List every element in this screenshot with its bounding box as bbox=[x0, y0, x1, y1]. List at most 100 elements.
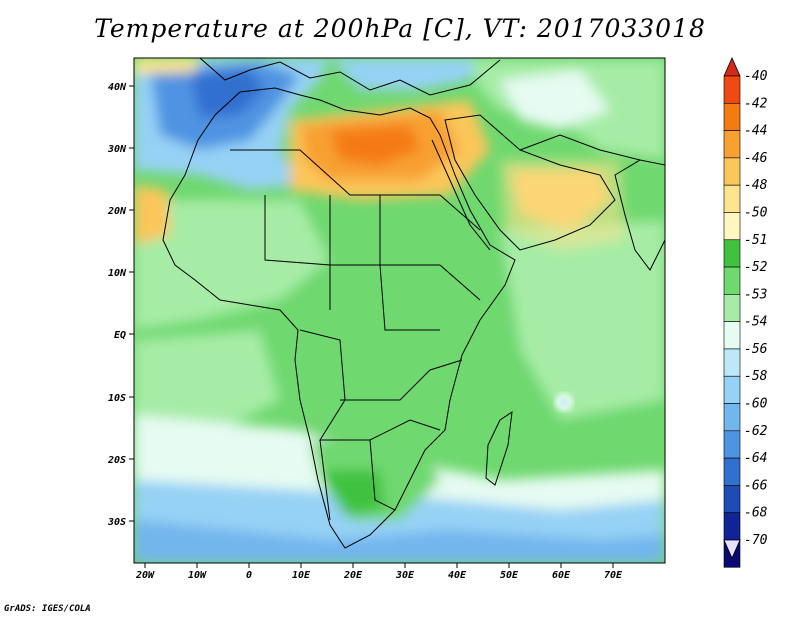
lat-tick: EQ bbox=[114, 330, 134, 341]
svg-text:40N: 40N bbox=[108, 82, 127, 93]
colorbar-swatch bbox=[723, 266, 741, 295]
svg-text:20S: 20S bbox=[107, 455, 126, 466]
coastlines bbox=[162, 58, 665, 549]
svg-text:70E: 70E bbox=[604, 570, 623, 581]
colorbar-label: -58 bbox=[744, 369, 768, 384]
arabia-pale bbox=[500, 160, 625, 250]
lon-tick: 50E bbox=[500, 563, 519, 581]
lon-tick: 10E bbox=[292, 563, 311, 581]
madagascar-outline bbox=[485, 410, 513, 486]
colorbar: -40 -42 -44 -46 -48 -50 -51 -52 -53 -54 -56 -58 -60 -… bbox=[723, 57, 768, 568]
country-border-7 bbox=[319, 439, 396, 521]
svg-text:40E: 40E bbox=[448, 570, 467, 581]
lon-tick: 40E bbox=[448, 563, 467, 581]
ne-pale-patch bbox=[500, 70, 610, 130]
chart-title: Temperature at 200hPa [C], VT: 201703301… bbox=[94, 14, 706, 43]
lon-tick: 70E bbox=[604, 563, 623, 581]
lon-axis: 20W 10W 0 10E 20E 30E 40E 50E 60E 70E bbox=[135, 563, 623, 581]
colorbar-label: -44 bbox=[744, 124, 767, 139]
country-border-2 bbox=[264, 195, 331, 310]
west-light-band bbox=[134, 330, 280, 430]
colorbar-label: -56 bbox=[744, 342, 768, 357]
lat-tick: 20N bbox=[107, 206, 134, 217]
colorbar-swatch bbox=[723, 294, 741, 322]
colorbar-label: -64 bbox=[744, 451, 767, 466]
africa-coastline bbox=[162, 87, 516, 549]
colorbar-swatch bbox=[723, 130, 741, 159]
lat-tick: 30N bbox=[107, 144, 134, 155]
country-border-6 bbox=[340, 359, 463, 401]
colorbar-label: -42 bbox=[744, 96, 768, 111]
lon-tick: 0 bbox=[246, 563, 252, 581]
colorbar-arrow-bottom bbox=[723, 539, 741, 559]
west-warm-patch bbox=[134, 185, 170, 245]
colorbar-label: -70 bbox=[744, 533, 768, 548]
red-sea-line bbox=[431, 139, 491, 251]
south-colder-belt bbox=[134, 520, 665, 563]
colorbar-swatch bbox=[723, 239, 741, 268]
east-light-band bbox=[500, 220, 665, 420]
colorbar-swatch bbox=[723, 321, 741, 350]
south-east-green bbox=[320, 470, 385, 515]
central-light-band bbox=[134, 200, 330, 330]
svg-text:EQ: EQ bbox=[114, 330, 126, 341]
lat-tick: 20S bbox=[107, 455, 134, 466]
svg-text:10W: 10W bbox=[188, 570, 207, 581]
colorbar-swatch bbox=[723, 157, 741, 186]
colorbar-swatch bbox=[723, 485, 741, 514]
colorbar-swatch bbox=[723, 348, 741, 377]
svg-text:20N: 20N bbox=[107, 206, 127, 217]
colorbar-swatch bbox=[723, 403, 741, 432]
country-border-1 bbox=[230, 149, 440, 196]
lon-tick: 20E bbox=[343, 563, 363, 581]
credit-text: GrADS: IGES/COLA bbox=[4, 604, 91, 614]
lon-tick: 60E bbox=[552, 563, 571, 581]
colorbar-swatch bbox=[723, 457, 741, 486]
colorbar-label: -66 bbox=[744, 478, 768, 493]
colorbar-swatch bbox=[723, 184, 741, 213]
lon-tick: 10W bbox=[188, 563, 207, 581]
svg-text:10E: 10E bbox=[292, 570, 311, 581]
country-border-3 bbox=[329, 195, 440, 266]
svg-text:60E: 60E bbox=[552, 570, 571, 581]
svg-text:10N: 10N bbox=[108, 268, 127, 279]
colorbar-swatch bbox=[723, 102, 741, 131]
svg-text:30S: 30S bbox=[107, 517, 126, 528]
colorbar-label: -50 bbox=[744, 205, 768, 220]
lat-axis: 40N 30N 20N 10N EQ 10S 20S 30S bbox=[107, 82, 134, 528]
colorbar-label: -62 bbox=[744, 424, 768, 439]
sahara-hot-core bbox=[330, 125, 420, 165]
colorbar-swatch bbox=[723, 512, 741, 541]
lat-tick: 10N bbox=[108, 268, 134, 279]
colorbar-label: -60 bbox=[744, 397, 768, 412]
svg-text:30N: 30N bbox=[107, 144, 127, 155]
colorbar-label: -40 bbox=[744, 69, 768, 84]
colorbar-arrow-top bbox=[723, 57, 741, 77]
colorbar-label: -51 bbox=[744, 233, 767, 248]
lon-tick: 20W bbox=[135, 563, 155, 581]
colorbar-label: -46 bbox=[744, 151, 768, 166]
svg-text:50E: 50E bbox=[500, 570, 519, 581]
svg-text:20E: 20E bbox=[343, 570, 363, 581]
colorbar-label: -48 bbox=[744, 178, 768, 193]
country-border-4 bbox=[379, 195, 440, 331]
europe-coast bbox=[199, 58, 501, 96]
nw-coldest-core bbox=[190, 68, 265, 118]
lon-tick: 30E bbox=[395, 563, 415, 581]
svg-text:0: 0 bbox=[246, 570, 252, 581]
med-cold-patch bbox=[330, 58, 480, 90]
colorbar-label: -53 bbox=[744, 287, 767, 302]
country-border-8 bbox=[439, 194, 481, 301]
iran-coast bbox=[519, 134, 641, 161]
lat-tick: 40N bbox=[108, 82, 134, 93]
colorbar-swatch bbox=[723, 212, 741, 241]
colorbar-label: -52 bbox=[744, 260, 768, 275]
temperature-field bbox=[134, 58, 665, 563]
colorbar-swatch bbox=[723, 375, 741, 404]
india-outline bbox=[614, 159, 665, 271]
colorbar-swatch bbox=[723, 430, 741, 459]
colorbar-swatch bbox=[723, 75, 741, 104]
lat-tick: 30S bbox=[107, 517, 134, 528]
svg-text:30E: 30E bbox=[395, 570, 415, 581]
